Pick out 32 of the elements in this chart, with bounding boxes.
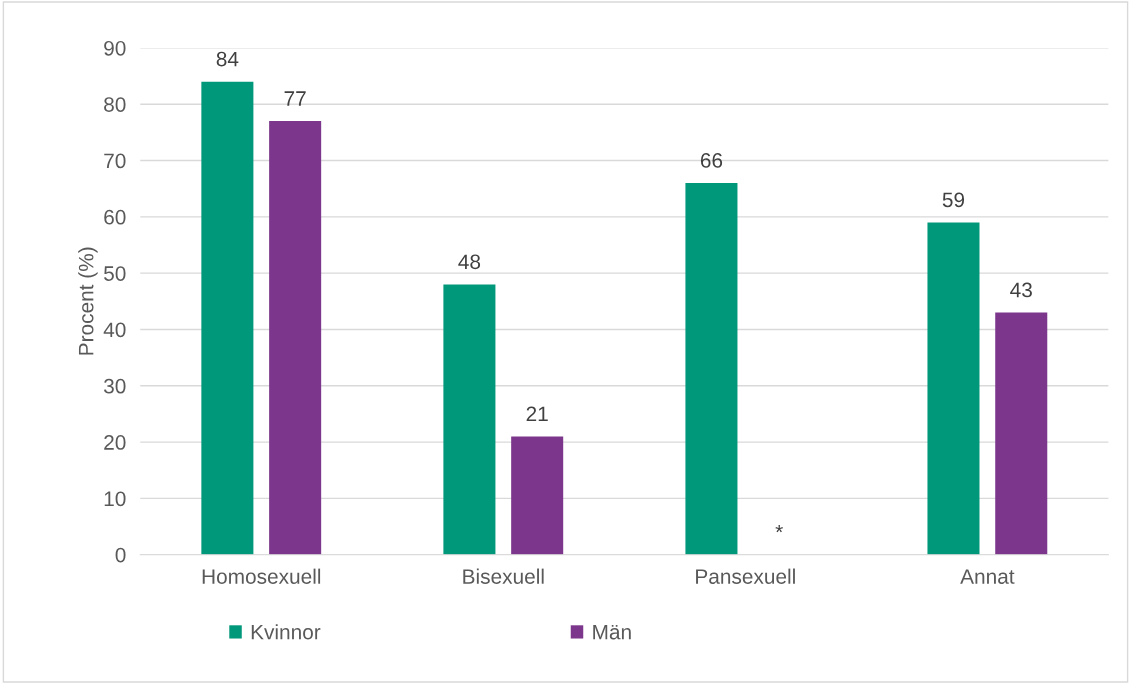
data-label: 59	[942, 192, 965, 208]
y-axis-title: Procent (%)	[78, 247, 98, 355]
bar	[201, 81, 254, 555]
bar	[511, 436, 564, 555]
legend-label: Kvinnor	[251, 624, 321, 640]
y-tick-label: 50	[104, 266, 126, 281]
y-tick-label: 80	[104, 97, 126, 112]
x-tick-label: Pansexuell	[696, 568, 795, 584]
y-tick-label: 40	[103, 322, 126, 338]
x-tick-label: Homosexuell	[202, 568, 321, 584]
data-label: 43	[1010, 282, 1032, 298]
legend-label: Män	[593, 624, 631, 640]
data-label: 48	[458, 254, 481, 270]
y-tick-label: 30	[103, 378, 126, 394]
y-tick-label: 60	[104, 209, 126, 225]
y-tick-label: 0	[115, 547, 126, 563]
y-tick-label: 70	[104, 153, 126, 169]
x-tick-label: Bisexuell	[463, 568, 544, 584]
y-tick-label: 20	[104, 435, 126, 450]
text: *	[775, 524, 783, 533]
data-label: 21	[526, 406, 548, 422]
bar	[927, 222, 980, 555]
x-tick-label: Annat	[960, 569, 1015, 584]
bar	[269, 121, 322, 555]
data-label: 84	[216, 51, 239, 67]
bar	[685, 183, 738, 555]
data-label: 66	[700, 153, 723, 168]
data-label: 77	[284, 91, 306, 106]
bar	[995, 312, 1048, 555]
bar	[443, 284, 496, 555]
y-tick-label: 90	[104, 40, 126, 56]
y-tick-label: 10	[104, 491, 126, 507]
